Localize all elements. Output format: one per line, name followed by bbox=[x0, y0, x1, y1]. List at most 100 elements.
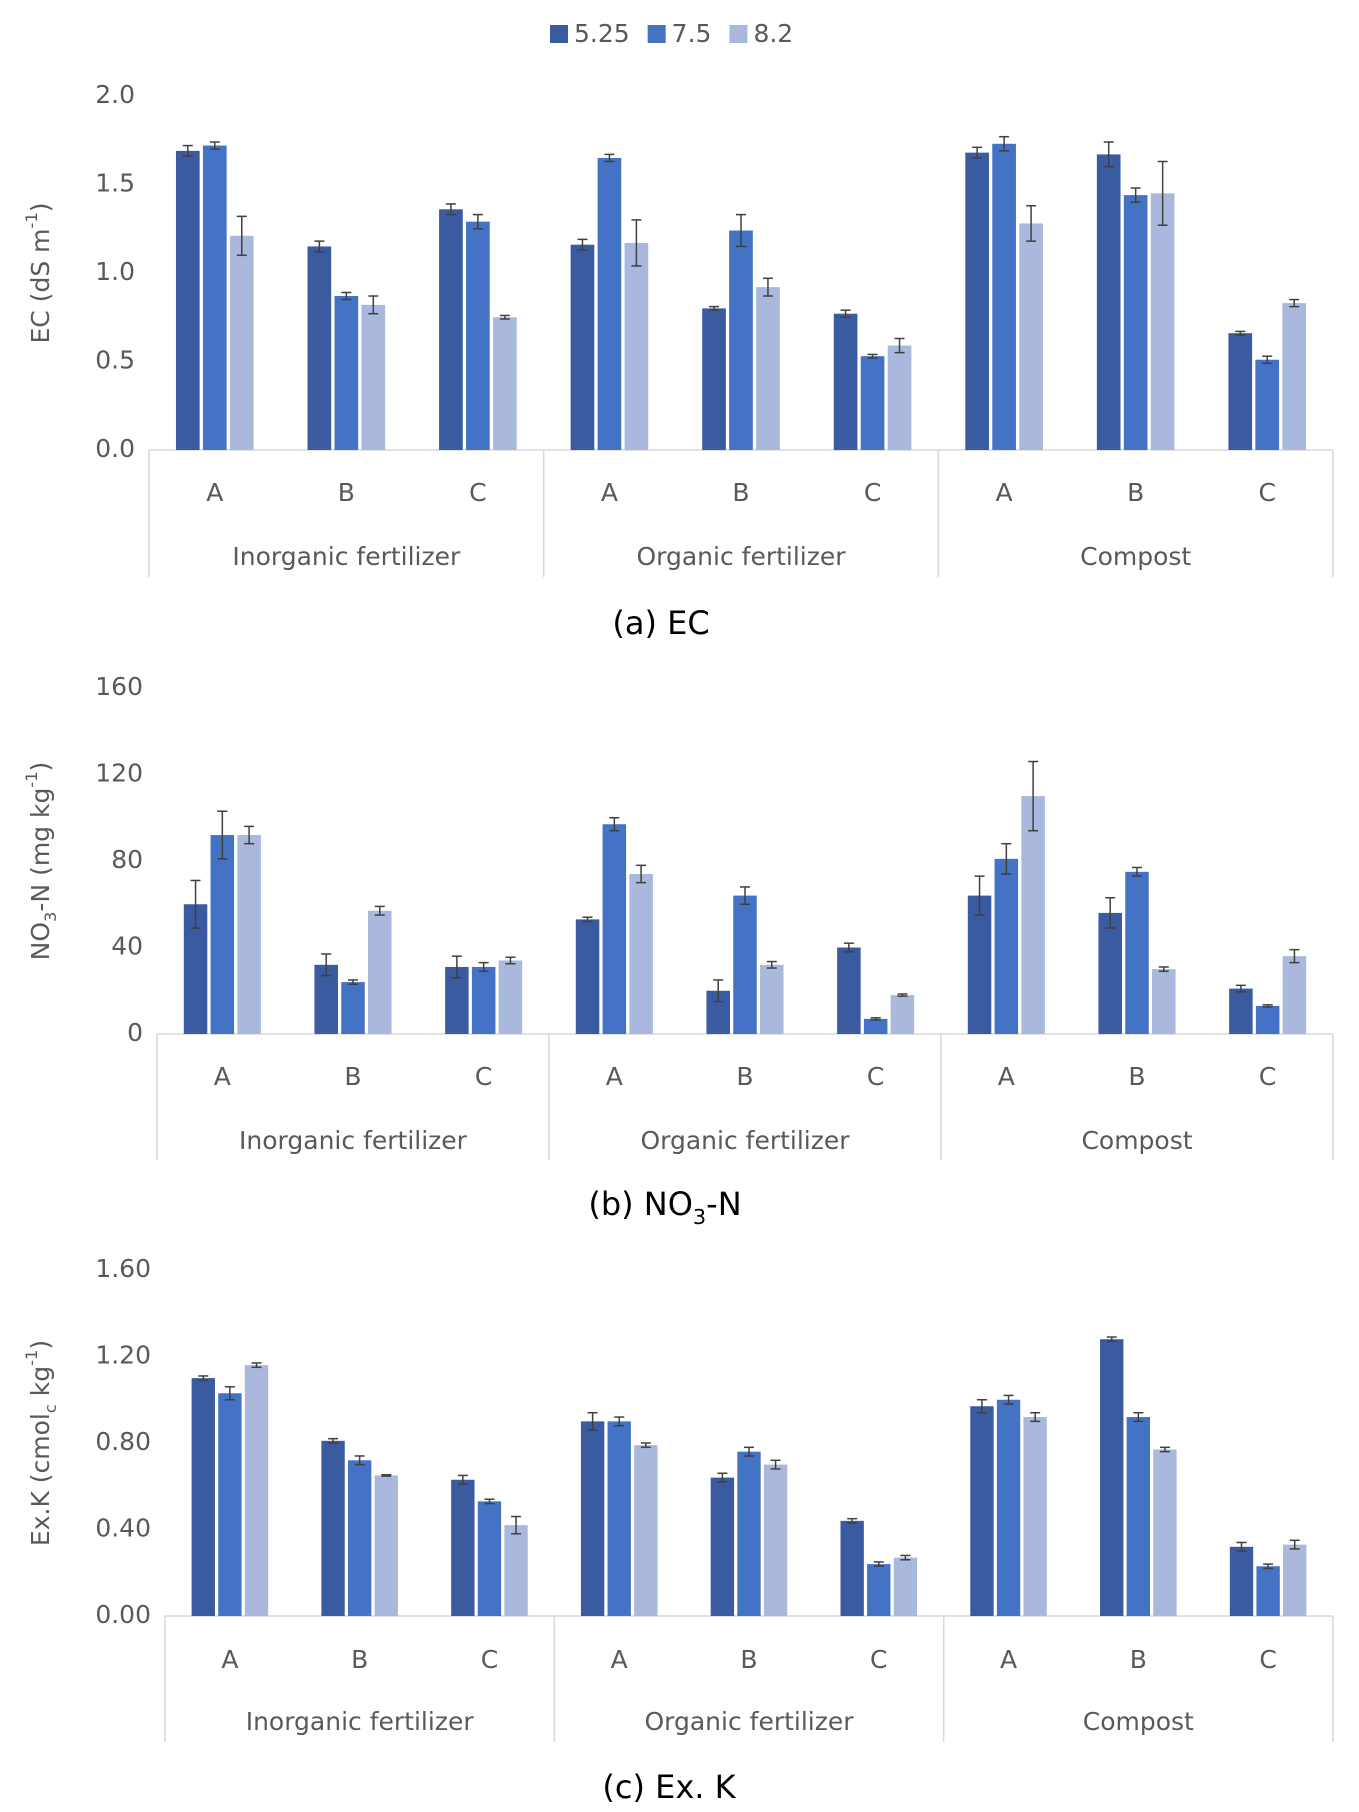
bar bbox=[445, 966, 469, 1034]
error-bar bbox=[636, 864, 647, 884]
x-tick-label: A bbox=[996, 478, 1013, 507]
error-bar bbox=[843, 942, 854, 953]
bar bbox=[580, 1421, 605, 1616]
error-bar bbox=[1132, 866, 1142, 877]
x-tick-label: C bbox=[475, 1062, 492, 1091]
text-part: ) bbox=[26, 762, 55, 772]
error-bar bbox=[341, 291, 352, 301]
x-tick-label: B bbox=[338, 478, 355, 507]
text-part: -N (mg kg bbox=[26, 788, 55, 912]
bar bbox=[451, 1479, 475, 1616]
error-bar bbox=[609, 817, 620, 832]
bar bbox=[1255, 359, 1280, 450]
y-tick-label: 1.0 bbox=[95, 257, 135, 286]
bar bbox=[244, 1365, 269, 1616]
error-bar bbox=[328, 1437, 339, 1444]
text-part: ) bbox=[26, 203, 55, 213]
x-tick-label: A bbox=[1000, 1645, 1017, 1674]
error-bar bbox=[847, 1517, 858, 1524]
bar bbox=[175, 150, 200, 450]
bar bbox=[314, 964, 338, 1034]
x-tick-label: B bbox=[740, 1645, 757, 1674]
bar bbox=[347, 1460, 372, 1616]
error-bar bbox=[1026, 204, 1037, 242]
bar bbox=[575, 919, 600, 1034]
bar bbox=[1229, 1546, 1254, 1616]
error-bar bbox=[972, 146, 983, 159]
text-part: EC (dS m bbox=[26, 228, 55, 343]
error-bar bbox=[1105, 897, 1116, 929]
text-part: (a) EC bbox=[612, 604, 709, 642]
error-bar bbox=[314, 240, 325, 253]
bar bbox=[833, 313, 858, 450]
x-tick-label: B bbox=[344, 1062, 361, 1091]
y-tick-label: 0.0 bbox=[95, 434, 135, 463]
text-part: NO bbox=[26, 922, 55, 960]
error-bar bbox=[1289, 298, 1300, 308]
error-bar bbox=[1263, 1563, 1274, 1570]
bar bbox=[597, 157, 622, 450]
group-label: Organic fertilizer bbox=[636, 542, 846, 571]
error-bar bbox=[1157, 160, 1168, 226]
bar bbox=[1021, 796, 1045, 1034]
x-tick-label: C bbox=[1259, 1645, 1276, 1674]
bar bbox=[1098, 912, 1122, 1034]
error-bar bbox=[867, 353, 878, 359]
error-bar bbox=[717, 1472, 728, 1483]
error-bar bbox=[740, 886, 750, 905]
error-bar bbox=[445, 203, 456, 216]
legend-swatch bbox=[550, 25, 568, 43]
bar bbox=[477, 1501, 502, 1616]
bar bbox=[890, 995, 915, 1034]
legend-swatch bbox=[647, 25, 666, 43]
bar bbox=[867, 1564, 891, 1616]
bar bbox=[1283, 1544, 1307, 1616]
error-bar bbox=[840, 309, 851, 318]
y-axis-label: Ex.K (cmolc kg-1) bbox=[22, 1340, 60, 1546]
y-axis-label: NO3-N (mg kg-1) bbox=[22, 762, 60, 961]
bar bbox=[493, 317, 517, 450]
bar bbox=[183, 904, 208, 1034]
group-label: Inorganic fertilizer bbox=[232, 542, 461, 571]
bar bbox=[1096, 154, 1121, 450]
text-part: Ex.K (cmol bbox=[26, 1413, 55, 1546]
bar bbox=[210, 835, 235, 1034]
bar bbox=[307, 246, 332, 450]
bar bbox=[893, 1557, 918, 1616]
error-bar bbox=[368, 295, 379, 315]
error-bar bbox=[1130, 187, 1141, 203]
error-bar bbox=[736, 213, 746, 248]
bar bbox=[994, 858, 1019, 1034]
bar bbox=[1282, 303, 1307, 450]
bar bbox=[202, 145, 227, 450]
chart-caption: (c) Ex. K bbox=[602, 1768, 736, 1806]
error-bar bbox=[1001, 842, 1012, 875]
x-tick-label: B bbox=[736, 1062, 753, 1091]
error-bar bbox=[1289, 948, 1300, 964]
y-tick-label: 0.40 bbox=[95, 1514, 151, 1543]
error-bar bbox=[1262, 1004, 1273, 1008]
legend-label: 7.5 bbox=[672, 19, 712, 48]
bar bbox=[760, 964, 784, 1034]
error-bar bbox=[1262, 355, 1273, 365]
group-label: Inorganic fertilizer bbox=[239, 1126, 468, 1155]
x-tick-label: A bbox=[214, 1062, 231, 1091]
group-label: Organic fertilizer bbox=[644, 1707, 854, 1736]
error-bar bbox=[582, 916, 593, 923]
bar bbox=[237, 835, 261, 1034]
error-bar bbox=[873, 1561, 884, 1568]
x-tick-label: B bbox=[732, 478, 749, 507]
bar bbox=[368, 910, 392, 1034]
bar bbox=[218, 1393, 242, 1616]
error-bar bbox=[182, 144, 193, 157]
bar bbox=[498, 960, 523, 1034]
error-bar bbox=[1236, 1541, 1247, 1552]
text-part: -1 bbox=[22, 1350, 41, 1366]
bar bbox=[837, 947, 861, 1034]
bar bbox=[1153, 1449, 1177, 1616]
error-bar bbox=[484, 1498, 495, 1505]
x-tick-label: B bbox=[351, 1645, 368, 1674]
bar bbox=[729, 230, 753, 450]
bar bbox=[756, 287, 780, 450]
bar bbox=[624, 242, 649, 450]
